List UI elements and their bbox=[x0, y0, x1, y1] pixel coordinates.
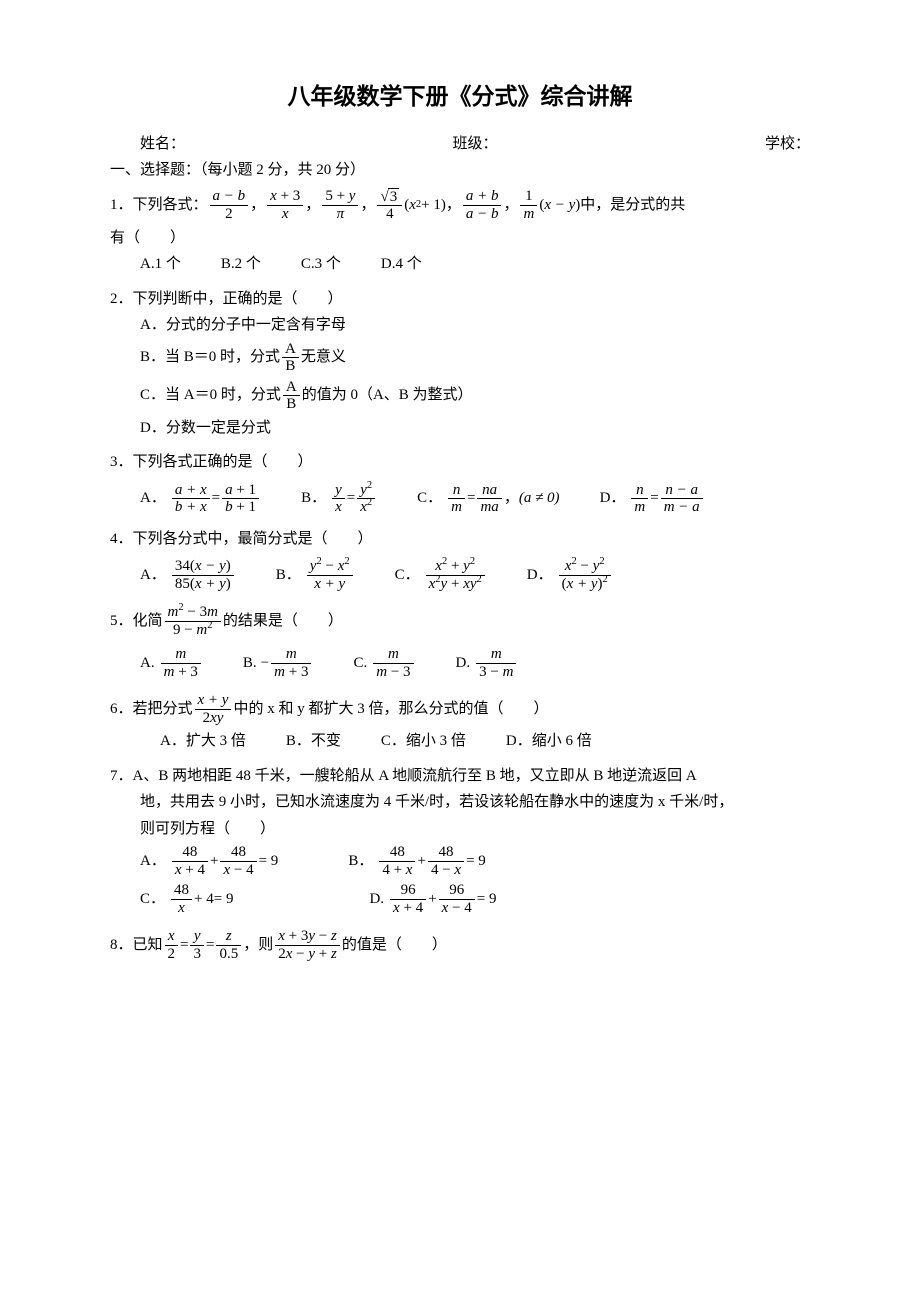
q1-opt-b: B.2 个 bbox=[221, 253, 261, 276]
q5-opt-a: A. mm + 3 bbox=[140, 646, 203, 680]
section-1-heading: 一、选择题：（每小题 2 分，共 20 分） bbox=[110, 159, 810, 182]
q7-l1: 7．A、B 两地相距 48 千米，一艘轮船从 A 地顺流航行至 B 地，又立即从… bbox=[110, 765, 810, 788]
question-8: 8．已知 x2 = y3 = z0.5 ，则 x + 3y − z2x − y … bbox=[110, 928, 810, 962]
q6-opt-c: C．缩小 3 倍 bbox=[381, 730, 466, 753]
q1-stem-b: 中，是分式的共 bbox=[580, 194, 685, 217]
q7-l3: 则可列方程（ ） bbox=[110, 818, 810, 841]
q1-opt-d: D.4 个 bbox=[381, 253, 422, 276]
q4-opt-d: D． x2 − y2(x + y)2 bbox=[527, 558, 613, 592]
q8-stem-a: 8．已知 bbox=[110, 934, 163, 957]
q7-opt-b: B． 484 + x + 484 − x = 9 bbox=[348, 844, 485, 878]
q6-opt-b: B．不变 bbox=[286, 730, 341, 753]
name-label: 姓名： bbox=[110, 133, 185, 156]
q3-opt-d: D． nm = n − am − a bbox=[600, 482, 705, 516]
q2-opt-c-a: C．当 A＝0 时，分式 bbox=[140, 384, 281, 407]
q2-opt-b-b: 无意义 bbox=[301, 346, 346, 369]
q1-stem-c: 有（ ） bbox=[110, 227, 810, 250]
q2-opt-b-a: B．当 B＝0 时，分式 bbox=[140, 346, 280, 369]
q3-opt-a: A． a + xb + x = a + 1b + 1 bbox=[140, 482, 261, 516]
q2-stem: 2．下列判断中，正确的是（ ） bbox=[110, 288, 810, 311]
page-title: 八年级数学下册《分式》综合讲解 bbox=[110, 80, 810, 115]
class-label: 班级： bbox=[452, 133, 497, 156]
question-7: 7．A、B 两地相距 48 千米，一艘轮船从 A 地顺流航行至 B 地，又立即从… bbox=[110, 765, 810, 917]
q5-opt-d: D. m3 − m bbox=[456, 646, 519, 680]
q3-c-cond: (a ≠ 0) bbox=[519, 487, 560, 510]
q7-opt-a: A． 48x + 4 + 48x − 4 = 9 bbox=[140, 844, 278, 878]
q4-opt-c: C． x2 + y2x2y + xy2 bbox=[395, 558, 487, 592]
q3-stem: 3．下列各式正确的是（ ） bbox=[110, 451, 810, 474]
q2-opt-a: A．分式的分子中一定含有字母 bbox=[110, 314, 810, 337]
question-2: 2．下列判断中，正确的是（ ） A．分式的分子中一定含有字母 B．当 B＝0 时… bbox=[110, 288, 810, 440]
q8-stem-b: ，则 bbox=[243, 934, 273, 957]
q5-stem-a: 5．化简 bbox=[110, 610, 163, 633]
q1-opt-c: C.3 个 bbox=[301, 253, 341, 276]
q8-stem-c: 的值是（ ） bbox=[342, 934, 447, 957]
question-5: 5．化简 m2 − 3m9 − m2 的结果是（ ） A. mm + 3 B.−… bbox=[110, 604, 810, 680]
q5-stem-b: 的结果是（ ） bbox=[223, 610, 343, 633]
q4-stem: 4．下列各分式中，最简分式是（ ） bbox=[110, 528, 810, 551]
q2-opt-d: D．分数一定是分式 bbox=[110, 417, 810, 440]
q2-opt-c-b: 的值为 0（A、B 为整式） bbox=[302, 384, 473, 407]
q7-opt-d: D. 96x + 4 + 96x − 4 = 9 bbox=[369, 882, 496, 916]
q5-opt-b: B.− mm + 3 bbox=[243, 646, 314, 680]
q6-stem-a: 6．若把分式 bbox=[110, 698, 193, 721]
question-6: 6．若把分式 x + y2xy 中的 x 和 y 都扩大 3 倍，那么分式的值（… bbox=[110, 692, 810, 753]
q7-l2: 地，共用去 9 小时，已知水流速度为 4 千米/时，若设该轮船在静水中的速度为 … bbox=[110, 791, 810, 814]
q3-opt-c: C． nm = nama，(a ≠ 0) bbox=[417, 482, 559, 516]
q6-opt-d: D．缩小 6 倍 bbox=[506, 730, 592, 753]
question-3: 3．下列各式正确的是（ ） A． a + xb + x = a + 1b + 1… bbox=[110, 451, 810, 516]
q6-stem-b: 中的 x 和 y 都扩大 3 倍，那么分式的值（ ） bbox=[233, 698, 548, 721]
question-1: 1．下列各式： a − b2， x + 3x， 5 + yπ， √34(x2 +… bbox=[110, 188, 810, 276]
q1-opt-a: A.1 个 bbox=[140, 253, 181, 276]
q1-stem-a: 1．下列各式： bbox=[110, 194, 208, 217]
q7-opt-c: C． 48x + 4 = 9 bbox=[140, 882, 233, 916]
q3-opt-b: B． yx = y2x2 bbox=[301, 482, 377, 516]
school-label: 学校： bbox=[765, 133, 810, 156]
q4-opt-a: A． 34(x − y)85(x + y) bbox=[140, 558, 236, 592]
question-4: 4．下列各分式中，最简分式是（ ） A． 34(x − y)85(x + y) … bbox=[110, 528, 810, 593]
q6-opt-a: A．扩大 3 倍 bbox=[160, 730, 246, 753]
q4-opt-b: B． y2 − x2x + y bbox=[276, 558, 355, 592]
q5-opt-c: C. mm − 3 bbox=[353, 646, 415, 680]
info-row: 姓名： 班级： 学校： bbox=[110, 133, 810, 156]
